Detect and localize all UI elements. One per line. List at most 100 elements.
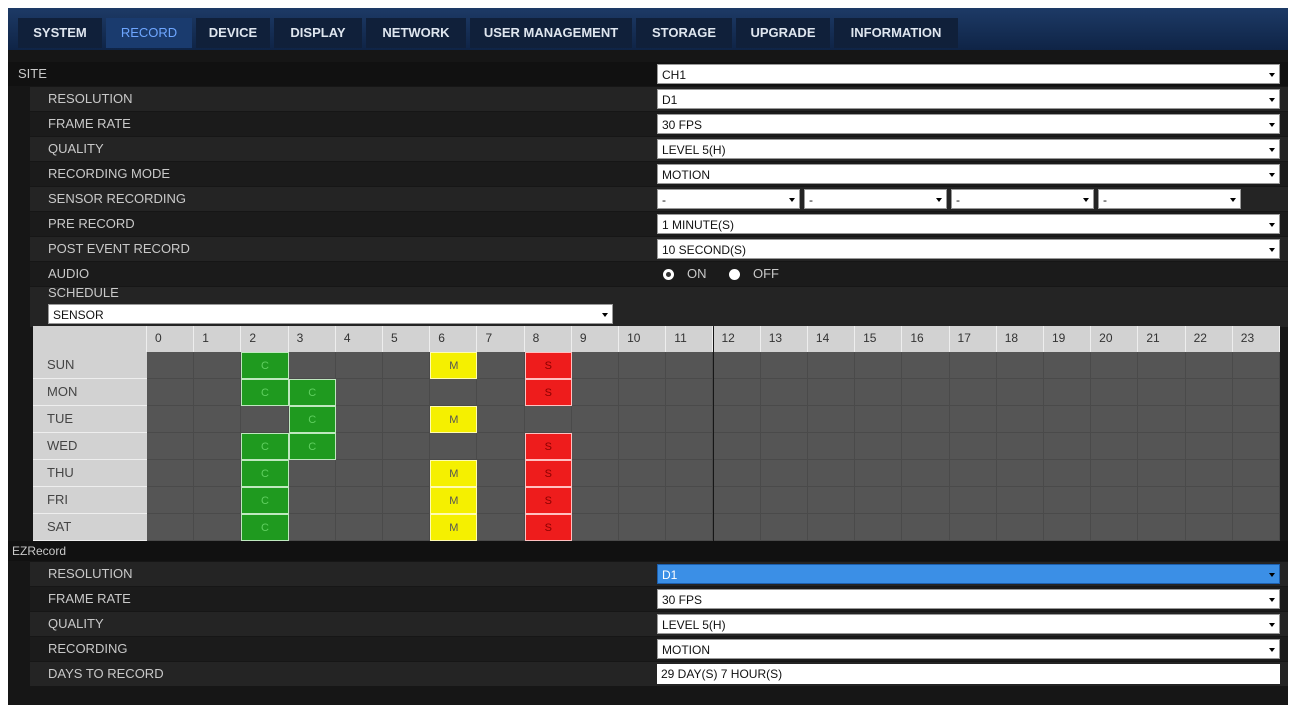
schedule-cell[interactable] <box>477 352 525 379</box>
schedule-cell[interactable] <box>383 379 431 406</box>
schedule-cell[interactable] <box>713 433 761 460</box>
schedule-cell[interactable] <box>996 379 1044 406</box>
schedule-cell[interactable] <box>996 514 1044 541</box>
schedule-cell[interactable] <box>1232 514 1280 541</box>
setting-select[interactable]: 30 FPS <box>657 114 1280 134</box>
setting-select[interactable]: LEVEL 5(H) <box>657 614 1280 634</box>
schedule-cell[interactable] <box>383 406 431 433</box>
schedule-cell[interactable] <box>760 406 808 433</box>
schedule-cell[interactable] <box>619 379 667 406</box>
schedule-cell[interactable] <box>194 352 242 379</box>
schedule-cell[interactable]: C <box>241 352 289 379</box>
schedule-cell[interactable] <box>713 406 761 433</box>
setting-select[interactable]: MOTION <box>657 164 1280 184</box>
schedule-cell[interactable] <box>666 433 714 460</box>
schedule-cell[interactable]: C <box>241 433 289 460</box>
schedule-cell[interactable] <box>1185 487 1233 514</box>
schedule-cell[interactable] <box>1232 487 1280 514</box>
schedule-cell[interactable] <box>477 406 525 433</box>
schedule-cell[interactable] <box>1185 352 1233 379</box>
schedule-cell[interactable] <box>619 433 667 460</box>
schedule-cell[interactable] <box>477 487 525 514</box>
schedule-cell[interactable] <box>430 379 478 406</box>
setting-select[interactable]: 10 SECOND(S) <box>657 239 1280 259</box>
schedule-cell[interactable] <box>902 514 950 541</box>
tab[interactable]: SYSTEM <box>18 18 102 48</box>
schedule-cell[interactable] <box>1232 433 1280 460</box>
schedule-cell[interactable] <box>713 514 761 541</box>
schedule-cell[interactable] <box>949 352 997 379</box>
schedule-cell[interactable] <box>1091 433 1139 460</box>
schedule-cell[interactable] <box>335 487 384 514</box>
schedule-cell[interactable] <box>194 406 242 433</box>
schedule-cell[interactable] <box>713 379 761 406</box>
schedule-cell[interactable] <box>902 433 950 460</box>
schedule-cell[interactable] <box>855 487 903 514</box>
schedule-cell[interactable] <box>855 514 903 541</box>
schedule-cell[interactable]: M <box>430 514 478 541</box>
sensor-select[interactable]: - <box>804 189 947 209</box>
schedule-cell[interactable] <box>949 406 997 433</box>
setting-select[interactable]: D1 <box>657 89 1280 109</box>
schedule-cell[interactable] <box>335 514 384 541</box>
schedule-cell[interactable] <box>1232 406 1280 433</box>
schedule-cell[interactable] <box>1091 514 1139 541</box>
schedule-cell[interactable] <box>807 379 856 406</box>
schedule-cell[interactable] <box>1185 379 1233 406</box>
schedule-cell[interactable] <box>571 406 620 433</box>
schedule-cell[interactable] <box>1091 379 1139 406</box>
tab[interactable]: NETWORK <box>366 18 466 48</box>
setting-select[interactable]: D1 <box>657 564 1280 584</box>
tab[interactable]: DISPLAY <box>274 18 362 48</box>
schedule-cell[interactable] <box>760 487 808 514</box>
site-select[interactable]: CH1 <box>657 64 1280 84</box>
schedule-cell[interactable] <box>571 487 620 514</box>
schedule-cell[interactable] <box>949 460 997 487</box>
schedule-cell[interactable] <box>996 460 1044 487</box>
schedule-cell[interactable] <box>996 352 1044 379</box>
schedule-cell[interactable] <box>949 379 997 406</box>
schedule-cell[interactable] <box>194 379 242 406</box>
schedule-cell[interactable] <box>996 487 1044 514</box>
schedule-cell[interactable] <box>1043 352 1092 379</box>
setting-select[interactable]: MOTION <box>657 639 1280 659</box>
schedule-cell[interactable] <box>477 433 525 460</box>
schedule-cell[interactable]: S <box>524 460 572 487</box>
setting-select[interactable]: LEVEL 5(H) <box>657 139 1280 159</box>
schedule-cell[interactable] <box>1091 406 1139 433</box>
schedule-cell[interactable] <box>147 487 195 514</box>
audio-radio[interactable] <box>663 269 674 280</box>
schedule-cell[interactable] <box>902 379 950 406</box>
tab[interactable]: STORAGE <box>636 18 732 48</box>
schedule-cell[interactable] <box>619 514 667 541</box>
schedule-cell[interactable] <box>713 352 761 379</box>
schedule-cell[interactable] <box>807 352 856 379</box>
schedule-cell[interactable] <box>383 460 431 487</box>
schedule-cell[interactable] <box>1138 487 1186 514</box>
schedule-cell[interactable] <box>1138 460 1186 487</box>
schedule-cell[interactable] <box>194 433 242 460</box>
schedule-cell[interactable] <box>430 433 478 460</box>
schedule-cell[interactable] <box>902 460 950 487</box>
schedule-cell[interactable] <box>902 352 950 379</box>
schedule-cell[interactable] <box>996 433 1044 460</box>
schedule-cell[interactable] <box>1138 352 1186 379</box>
schedule-cell[interactable] <box>288 487 336 514</box>
schedule-cell[interactable] <box>807 487 856 514</box>
schedule-cell[interactable] <box>713 460 761 487</box>
schedule-cell[interactable] <box>902 487 950 514</box>
schedule-cell[interactable] <box>619 460 667 487</box>
schedule-cell[interactable] <box>855 379 903 406</box>
schedule-cell[interactable] <box>760 433 808 460</box>
schedule-cell[interactable] <box>1185 460 1233 487</box>
schedule-cell[interactable]: S <box>524 433 572 460</box>
schedule-cell[interactable] <box>1043 379 1092 406</box>
schedule-cell[interactable] <box>524 406 572 433</box>
schedule-cell[interactable] <box>241 406 289 433</box>
schedule-cell[interactable]: S <box>524 514 572 541</box>
schedule-cell[interactable] <box>760 460 808 487</box>
sensor-select[interactable]: - <box>1098 189 1241 209</box>
schedule-cell[interactable] <box>147 406 195 433</box>
schedule-cell[interactable]: M <box>430 406 478 433</box>
schedule-cell[interactable] <box>666 379 714 406</box>
